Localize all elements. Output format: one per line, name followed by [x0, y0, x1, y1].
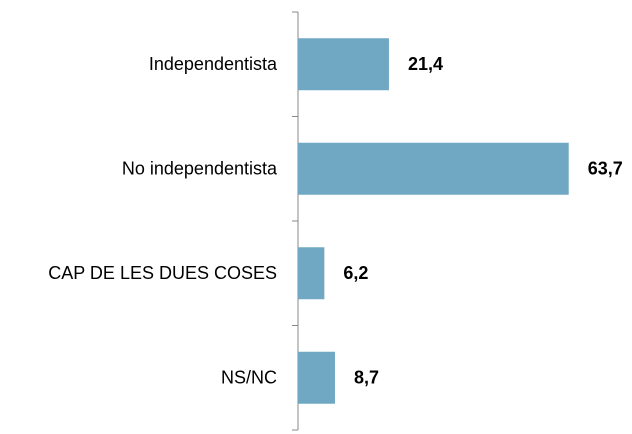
- value-label: 21,4: [408, 54, 443, 74]
- y-tick-label: NS/NC: [221, 368, 277, 388]
- value-label: 8,7: [354, 368, 379, 388]
- bar: [298, 351, 335, 404]
- y-tick-label: No independentista: [122, 159, 278, 179]
- bar: [298, 38, 389, 91]
- bar: [298, 142, 569, 195]
- value-label: 63,7: [588, 159, 623, 179]
- y-tick-label: CAP DE LES DUES COSES: [48, 263, 277, 283]
- value-label: 6,2: [343, 263, 368, 283]
- y-tick-label: Independentista: [149, 54, 278, 74]
- bar: [298, 247, 325, 300]
